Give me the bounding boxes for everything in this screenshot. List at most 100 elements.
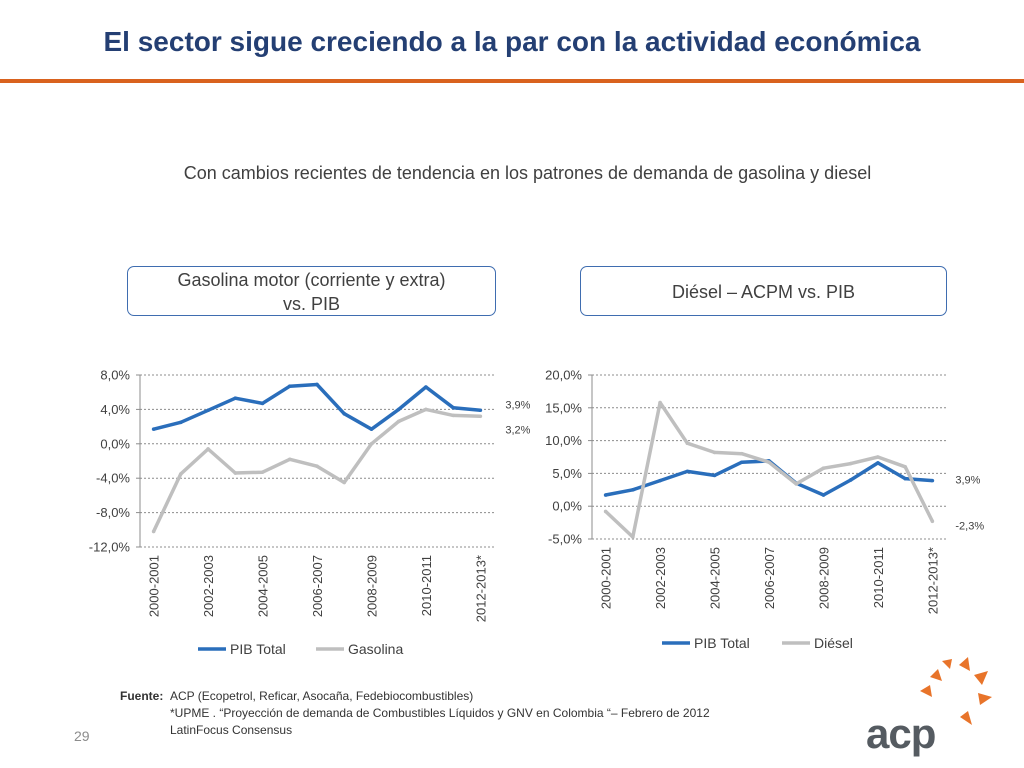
dsl-series-pib-point (658, 478, 662, 483)
dsl-series-fuel-point (876, 455, 880, 459)
dsl-ytick-label: 5,0% (552, 466, 582, 481)
dsl-series-fuel-point (739, 451, 744, 456)
gas-end-label-fuel: 3,2% (505, 424, 530, 436)
dsl-legend-label: Diésel (814, 635, 853, 651)
page-title: El sector sigue creciendo a la par con l… (103, 26, 921, 57)
dsl-series-fuel-point (903, 465, 907, 469)
dsl-series-pib-point (876, 461, 880, 465)
gas-series-pib-point (233, 396, 238, 401)
dsl-xtick-label: 2002-2003 (653, 547, 668, 609)
gas-series-pib-point (396, 407, 401, 412)
dsl-series-fuel-point (685, 441, 690, 446)
source-line1: ACP (Ecopetrol, Reficar, Asocaña, Fedebi… (170, 689, 474, 703)
gas-ytick-label: 4,0% (100, 402, 130, 417)
dsl-series-pib-point (848, 478, 853, 482)
gas-series-fuel-point (342, 480, 347, 485)
gas-end-label-pib: 3,9% (505, 399, 530, 411)
gas-series-fuel-point (396, 419, 401, 424)
gas-series-fuel-point (233, 471, 238, 475)
gas-xtick-label: 2008-2009 (364, 555, 379, 617)
diesel-chart-header: Diésel – ACPM vs. PIB (580, 266, 947, 316)
gas-xtick-label: 2012-2013* (473, 555, 488, 622)
gasolina-header-line1: Gasolina motor (corriente y extra) (177, 270, 446, 290)
gas-series-fuel-point (260, 470, 265, 474)
dsl-series-pib-point (712, 473, 717, 478)
gas-ytick-label: -4,0% (96, 471, 130, 486)
dsl-series-fuel-point (712, 450, 717, 455)
dsl-series-pib-point (631, 488, 635, 492)
gas-series-fuel-point (478, 414, 483, 419)
dsl-series-pib-point (903, 476, 907, 481)
gas-series-fuel-point (287, 457, 292, 462)
gasolina-header-line2: vs. PIB (282, 294, 340, 314)
dsl-series-pib-point (603, 493, 608, 497)
gas-ytick-label: -12,0% (89, 540, 131, 555)
page-number: 29 (74, 728, 90, 744)
gas-series-pib-point (342, 411, 347, 416)
acp-logo-text: acp (866, 710, 936, 757)
dsl-series-pib-point (821, 493, 826, 497)
gas-series-fuel-point (315, 464, 319, 468)
dsl-legend-label: PIB Total (694, 635, 750, 651)
gas-series-fuel-point (369, 442, 374, 446)
dsl-end-label-pib: 3,9% (955, 475, 980, 487)
source-line3: LatinFocus Consensus (170, 723, 293, 737)
gas-series-pib-point (260, 401, 265, 406)
gas-series-pib-point (478, 408, 483, 413)
dsl-xtick-label: 2000-2001 (599, 547, 614, 609)
dsl-xtick-label: 2010-2011 (871, 547, 886, 608)
dsl-series-fuel-point (794, 482, 799, 486)
gas-series-pib-line (153, 382, 481, 431)
gas-ytick-label: 0,0% (100, 436, 130, 451)
gas-xtick-label: 2010-2011 (419, 555, 434, 616)
diesel-header-label: Diésel – ACPM vs. PIB (671, 282, 856, 302)
dsl-series-fuel-line (604, 400, 934, 539)
dsl-series-fuel-point (930, 519, 935, 524)
gas-xtick-label: 2000-2001 (147, 555, 162, 617)
gas-series-fuel-line (152, 407, 481, 533)
dsl-ytick-label: 15,0% (545, 400, 582, 415)
dsl-xtick-label: 2006-2007 (762, 547, 777, 609)
dsl-series-pib-point (930, 478, 935, 483)
gas-xtick-label: 2006-2007 (310, 555, 325, 617)
dsl-ytick-label: 0,0% (552, 499, 582, 514)
gas-series-pib-point (424, 385, 428, 389)
gas-legend-label: PIB Total (230, 641, 286, 657)
acp-logo-icon (920, 657, 992, 725)
dsl-series-pib-line (605, 459, 933, 497)
gas-series-fuel-point (451, 413, 455, 418)
dsl-xtick-label: 2004-2005 (708, 547, 723, 609)
dsl-series-fuel-point (848, 461, 853, 466)
gas-xtick-label: 2004-2005 (256, 555, 271, 617)
source-label: Fuente: (120, 689, 164, 703)
source-line2: *UPME . “Proyección de demanda de Combus… (170, 706, 710, 720)
source-note: Fuente: ACP (Ecopetrol, Reficar, Asocaña,… (120, 688, 710, 739)
gas-ytick-label: -8,0% (96, 505, 130, 520)
dsl-series-pib-point (685, 469, 690, 474)
gas-legend-label: Gasolina (348, 641, 403, 657)
gas-series-pib-point (179, 420, 183, 425)
gas-series-pib-point (287, 384, 292, 388)
gas-series-pib-point (151, 427, 156, 431)
gas-series-fuel-point (151, 529, 156, 534)
dsl-series-pib-point (739, 460, 744, 465)
gas-series-pib-point (451, 405, 455, 410)
dsl-series-fuel-point (603, 509, 608, 514)
dsl-ytick-label: -5,0% (548, 532, 582, 547)
dsl-series-fuel-point (821, 466, 826, 470)
dsl-series-fuel-point (631, 535, 635, 539)
gas-series-fuel-point (206, 447, 210, 451)
gasolina-chart-header: Gasolina motor (corriente y extra) vs. P… (127, 266, 496, 316)
gas-ytick-label: 8,0% (100, 368, 130, 383)
dsl-ytick-label: 20,0% (545, 368, 582, 383)
gas-xtick-label: 2002-2003 (201, 555, 216, 617)
diesel-vs-pib-chart: 20,0% 15,0% 10,0% 5,0% 0,0% -5,0% 2000-2001 200… (545, 368, 984, 652)
dsl-series-fuel-point (658, 400, 662, 405)
dsl-xtick-label: 2008-2009 (816, 547, 831, 609)
gasolina-vs-pib-chart: 8,0% 4,0% 0,0% -4,0% -8,0% -12,0% 2000-2001 200… (89, 368, 530, 658)
dsl-xtick-label: 2012-2013* (925, 547, 940, 614)
gas-series-fuel-point (424, 407, 428, 412)
gas-series-pib-point (369, 427, 374, 431)
gas-series-pib-point (315, 382, 319, 387)
subtitle: Con cambios recientes de tendencia en lo… (183, 163, 872, 183)
